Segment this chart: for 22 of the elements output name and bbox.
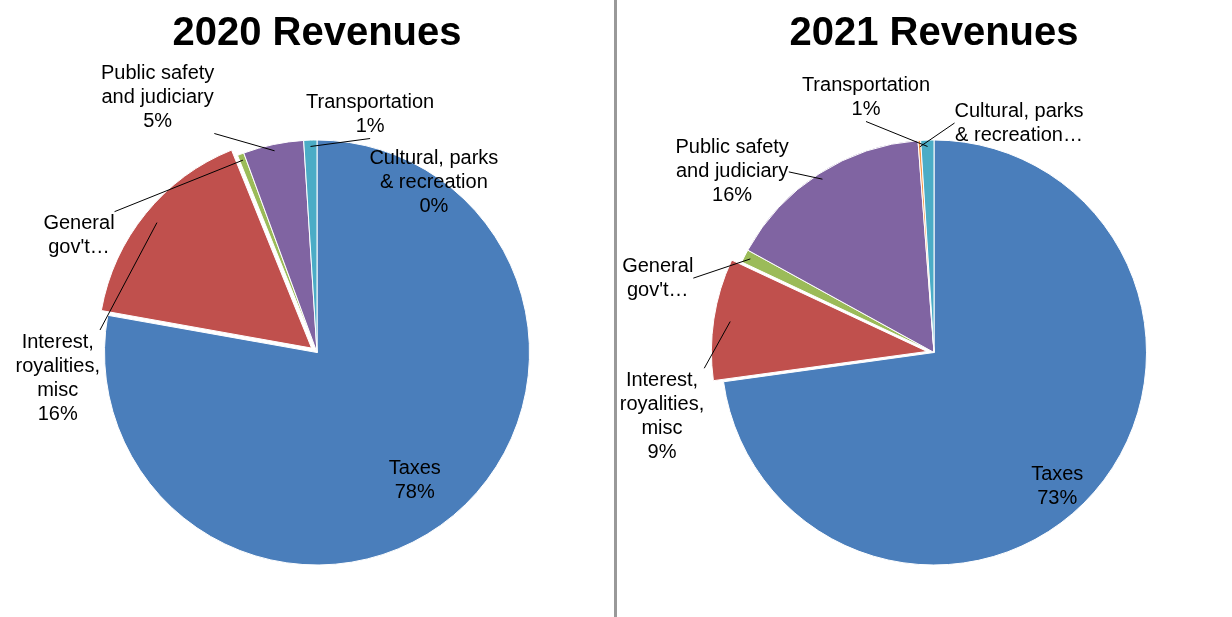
slice-label: Taxes bbox=[388, 455, 441, 478]
data-label: 16% bbox=[37, 401, 78, 424]
slice-label: Taxes bbox=[1031, 461, 1084, 484]
slice-label: Public safety and judiciary bbox=[675, 135, 789, 182]
slice-label: Transportation bbox=[306, 90, 435, 113]
slice-label: Cultural, parks & recreation… bbox=[954, 98, 1084, 145]
slice-label: General gov't… bbox=[43, 211, 115, 258]
data-label: 73% bbox=[1037, 485, 1078, 508]
slice-label: Transportation bbox=[801, 73, 931, 96]
data-label: 78% bbox=[394, 479, 435, 502]
chart-title: 2020 Revenues bbox=[172, 9, 462, 54]
slice-label: Public safety and judiciary bbox=[100, 61, 215, 108]
data-label: 1% bbox=[851, 97, 881, 120]
text: 0% bbox=[419, 194, 449, 217]
data-label: 9% bbox=[647, 439, 677, 462]
slice-label: General gov't… bbox=[622, 253, 694, 300]
chart-title: 2021 Revenues bbox=[789, 9, 1079, 54]
slice-label: Interest, royalities, misc bbox=[15, 329, 100, 400]
data-label: 16% bbox=[712, 183, 753, 206]
data-label: 5% bbox=[143, 109, 173, 132]
data-label: 1% bbox=[355, 114, 385, 137]
slice-label: Interest, royalities, misc bbox=[619, 367, 705, 438]
